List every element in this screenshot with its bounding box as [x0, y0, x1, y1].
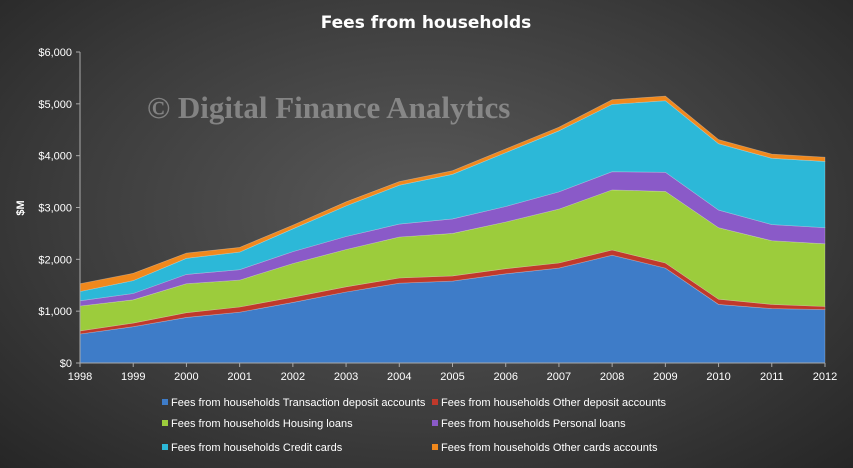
legend-item: Fees from households Credit cards [162, 442, 343, 454]
legend-item: Fees from households Housing loans [162, 418, 353, 430]
y-tick-label: $5,000 [38, 99, 72, 111]
x-tick-label: 2011 [760, 371, 784, 383]
x-tick-label: 2006 [493, 371, 517, 383]
x-tick-label: 2012 [813, 371, 837, 383]
x-tick-label: 2007 [547, 371, 571, 383]
areas-layer [79, 95, 826, 364]
legend-item: Fees from households Transaction deposit… [162, 397, 426, 409]
legend-label: Fees from households Other deposit accou… [441, 397, 667, 409]
legend-item: Fees from households Other cards account… [432, 442, 658, 454]
x-tick-label: 2005 [440, 371, 464, 383]
legend-swatch [162, 444, 168, 450]
y-tick-label: $6,000 [38, 47, 72, 59]
legend-label: Fees from households Other cards account… [441, 442, 658, 454]
y-tick-label: $4,000 [38, 151, 72, 163]
legend-item: Fees from households Other deposit accou… [432, 397, 667, 409]
legend-swatch [162, 399, 168, 405]
x-tick-label: 2010 [706, 371, 730, 383]
x-tick-label: 2000 [174, 371, 198, 383]
y-tick-label: $3,000 [38, 203, 72, 215]
y-axis-label: $M [15, 200, 27, 215]
x-tick-label: 2008 [600, 371, 624, 383]
legend-label: Fees from households Transaction deposit… [171, 397, 426, 409]
legend-swatch [432, 420, 438, 426]
y-tick-label: $0 [60, 358, 72, 370]
x-tick-label: 1999 [121, 371, 145, 383]
x-tick-label: 2003 [334, 371, 358, 383]
x-tick-label: 2001 [227, 371, 251, 383]
legend-item: Fees from households Personal loans [432, 418, 626, 430]
legend-swatch [432, 444, 438, 450]
x-tick-label: 2002 [281, 371, 305, 383]
axis-layer: $0 $1,000 $2,000 $3,000 $4,000 $5,000 $6,000 19… [38, 47, 837, 383]
x-tick-label: 2009 [653, 371, 677, 383]
chart-title: Fees from households [321, 13, 532, 33]
y-tick-label: $1,000 [38, 306, 72, 318]
legend-swatch [162, 420, 168, 426]
area-fees-from-households-other-cards-accounts [79, 95, 826, 292]
y-tick-label: $2,000 [38, 254, 72, 266]
legend: Fees from households Transaction deposit… [162, 397, 667, 454]
x-tick-label: 1998 [68, 371, 92, 383]
x-tick-label: 2004 [387, 371, 411, 383]
legend-label: Fees from households Housing loans [171, 418, 353, 430]
legend-label: Fees from households Personal loans [441, 418, 626, 430]
legend-swatch [432, 399, 438, 405]
legend-label: Fees from households Credit cards [171, 442, 343, 454]
watermark-text: © Digital Finance Analytics [147, 90, 510, 125]
